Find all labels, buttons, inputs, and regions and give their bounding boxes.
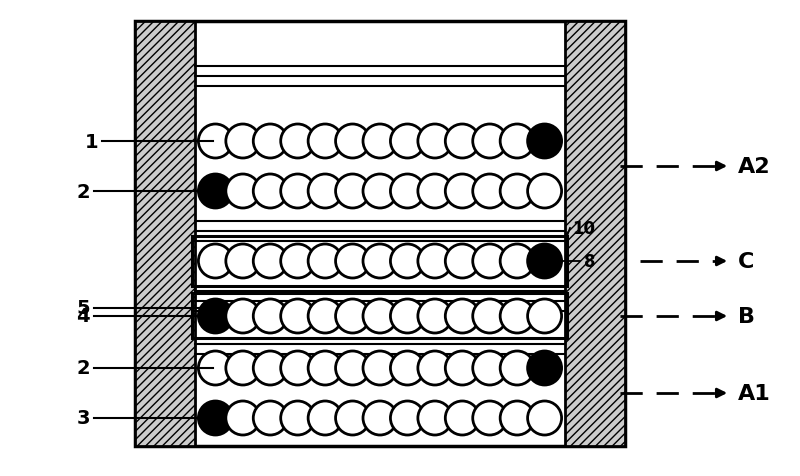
Circle shape	[363, 245, 397, 278]
Circle shape	[226, 245, 260, 278]
Circle shape	[363, 351, 397, 385]
Circle shape	[335, 401, 370, 435]
Circle shape	[308, 245, 342, 278]
Circle shape	[528, 351, 562, 385]
Circle shape	[335, 245, 370, 278]
Circle shape	[446, 245, 479, 278]
Circle shape	[226, 351, 260, 385]
Circle shape	[500, 125, 534, 159]
Text: A2: A2	[738, 157, 770, 177]
Circle shape	[198, 351, 233, 385]
Circle shape	[390, 299, 425, 333]
Circle shape	[363, 125, 397, 159]
Circle shape	[390, 175, 425, 208]
Text: 2: 2	[76, 182, 90, 201]
Text: A1: A1	[738, 383, 770, 403]
Circle shape	[308, 299, 342, 333]
Circle shape	[198, 245, 233, 278]
Circle shape	[226, 175, 260, 208]
Circle shape	[528, 299, 562, 333]
Circle shape	[473, 175, 506, 208]
Bar	[135, 22, 195, 446]
Circle shape	[390, 125, 425, 159]
Circle shape	[198, 175, 233, 208]
Circle shape	[226, 401, 260, 435]
Circle shape	[254, 299, 287, 333]
Circle shape	[473, 401, 506, 435]
Circle shape	[473, 351, 506, 385]
Circle shape	[446, 125, 479, 159]
Circle shape	[500, 245, 534, 278]
Bar	[192, 237, 567, 287]
Circle shape	[390, 245, 425, 278]
Circle shape	[226, 299, 260, 333]
Circle shape	[500, 175, 534, 208]
Circle shape	[308, 125, 342, 159]
Text: 1: 1	[84, 132, 98, 151]
Circle shape	[363, 175, 397, 208]
Circle shape	[281, 299, 314, 333]
Circle shape	[446, 175, 479, 208]
Circle shape	[281, 245, 314, 278]
Circle shape	[335, 125, 370, 159]
Circle shape	[473, 125, 506, 159]
Circle shape	[500, 299, 534, 333]
Circle shape	[418, 401, 452, 435]
Circle shape	[363, 299, 397, 333]
Circle shape	[473, 245, 506, 278]
Circle shape	[254, 245, 287, 278]
Text: 8: 8	[584, 252, 595, 270]
Circle shape	[281, 175, 314, 208]
Circle shape	[281, 351, 314, 385]
Circle shape	[446, 299, 479, 333]
Text: B: B	[738, 307, 755, 327]
Circle shape	[308, 401, 342, 435]
Circle shape	[281, 125, 314, 159]
Circle shape	[254, 125, 287, 159]
Circle shape	[418, 245, 452, 278]
Circle shape	[418, 125, 452, 159]
Circle shape	[528, 125, 562, 159]
Circle shape	[198, 299, 233, 333]
Circle shape	[198, 401, 233, 435]
Circle shape	[473, 299, 506, 333]
Circle shape	[390, 351, 425, 385]
Circle shape	[418, 299, 452, 333]
Circle shape	[281, 401, 314, 435]
Circle shape	[363, 401, 397, 435]
Circle shape	[254, 175, 287, 208]
Circle shape	[528, 245, 562, 278]
Text: 4: 4	[76, 307, 90, 326]
Text: 3: 3	[77, 408, 90, 427]
Circle shape	[390, 401, 425, 435]
Bar	[565, 22, 625, 446]
Bar	[192, 293, 567, 338]
Circle shape	[308, 351, 342, 385]
Circle shape	[446, 401, 479, 435]
Text: 2: 2	[76, 359, 90, 378]
Circle shape	[335, 299, 370, 333]
Circle shape	[335, 351, 370, 385]
Circle shape	[335, 175, 370, 208]
Circle shape	[418, 351, 452, 385]
Circle shape	[226, 125, 260, 159]
Circle shape	[418, 175, 452, 208]
Text: 5: 5	[76, 299, 90, 318]
Circle shape	[500, 401, 534, 435]
Circle shape	[198, 125, 233, 159]
Circle shape	[254, 351, 287, 385]
Circle shape	[308, 175, 342, 208]
Text: C: C	[738, 251, 754, 271]
Circle shape	[528, 175, 562, 208]
Text: 10: 10	[572, 219, 595, 238]
Circle shape	[500, 351, 534, 385]
Bar	[135, 22, 625, 446]
Circle shape	[254, 401, 287, 435]
Circle shape	[528, 401, 562, 435]
Circle shape	[446, 351, 479, 385]
